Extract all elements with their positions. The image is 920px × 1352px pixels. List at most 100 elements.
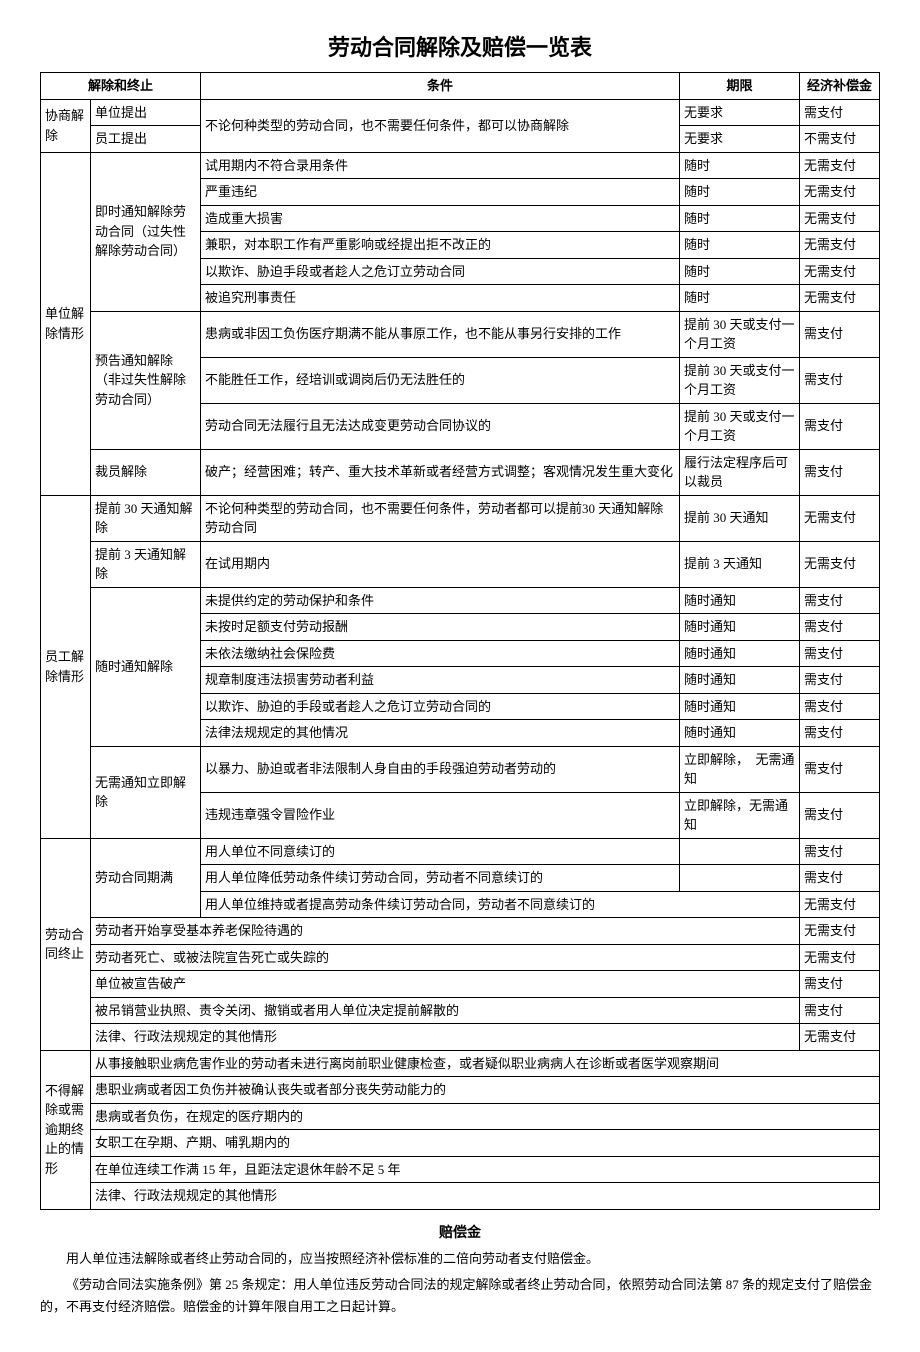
cell: 女职工在孕期、产期、哺乳期内的 xyxy=(91,1130,880,1157)
cell: 在试用期内 xyxy=(201,541,680,587)
footer-p2: 《劳动合同法实施条例》第 25 条规定：用人单位违反劳动合同法的规定解除或者终止… xyxy=(40,1274,880,1318)
cell: 破产；经营困难；转产、重大技术革新或者经营方式调整；客观情况发生重大变化 xyxy=(201,449,680,495)
cell: 随时通知 xyxy=(680,614,800,641)
cell: 无需支付 xyxy=(800,944,880,971)
cell: 提前 30 天或支付一个月工资 xyxy=(680,357,800,403)
cell: 无需支付 xyxy=(800,541,880,587)
cell: 法律、行政法规规定的其他情形 xyxy=(91,1183,880,1210)
table-row: 单位被宣告破产 需支付 xyxy=(41,971,880,998)
table-row: 在单位连续工作满 15 年，且距法定退休年龄不足 5 年 xyxy=(41,1156,880,1183)
cell: 以欺诈、胁迫手段或者趁人之危订立劳动合同 xyxy=(201,258,680,285)
cell: 需支付 xyxy=(800,667,880,694)
cell: 未依法缴纳社会保险费 xyxy=(201,640,680,667)
cell: 随时 xyxy=(680,205,800,232)
cell: 无需支付 xyxy=(800,179,880,206)
cell: 需支付 xyxy=(800,865,880,892)
cell: 随时 xyxy=(680,285,800,312)
cell: 不论何种类型的劳动合同，也不需要任何条件，都可以协商解除 xyxy=(201,99,680,152)
cell: 用人单位维持或者提高劳动条件续订劳动合同，劳动者不同意续订的 xyxy=(201,891,800,918)
cell: 劳动合同终止 xyxy=(41,838,91,1050)
cell: 法律法规规定的其他情况 xyxy=(201,720,680,747)
cell: 法律、行政法规规定的其他情形 xyxy=(91,1024,800,1051)
main-table: 解除和终止 条件 期限 经济补偿金 协商解除 单位提出 不论何种类型的劳动合同，… xyxy=(40,72,880,1210)
cell: 随时通知 xyxy=(680,640,800,667)
cell xyxy=(680,865,800,892)
cell: 以暴力、胁迫或者非法限制人身自由的手段强迫劳动者劳动的 xyxy=(201,746,680,792)
cell: 无要求 xyxy=(680,99,800,126)
cell: 需支付 xyxy=(800,640,880,667)
cell: 员工提出 xyxy=(91,126,201,153)
cell: 严重违纪 xyxy=(201,179,680,206)
cell: 无要求 xyxy=(680,126,800,153)
cell: 无需支付 xyxy=(800,285,880,312)
cell: 无需支付 xyxy=(800,1024,880,1051)
cell xyxy=(680,838,800,865)
cell: 随时通知 xyxy=(680,667,800,694)
page-title: 劳动合同解除及赔偿一览表 xyxy=(40,30,880,62)
cell: 立即解除， 无需通知 xyxy=(680,746,800,792)
table-row: 患职业病或者因工负伤并被确认丧失或者部分丧失劳动能力的 xyxy=(41,1077,880,1104)
cell: 需支付 xyxy=(800,449,880,495)
cell: 需支付 xyxy=(800,997,880,1024)
cell: 劳动者死亡、或被法院宣告死亡或失踪的 xyxy=(91,944,800,971)
table-row: 裁员解除 破产；经营困难；转产、重大技术革新或者经营方式调整；客观情况发生重大变… xyxy=(41,449,880,495)
th-condition: 条件 xyxy=(201,73,680,100)
table-row: 预告通知解除（非过失性解除劳动合同） 患病或非因工负伤医疗期满不能从事原工作，也… xyxy=(41,311,880,357)
cell: 劳动合同期满 xyxy=(91,838,201,918)
cell: 违规违章强令冒险作业 xyxy=(201,792,680,838)
table-row: 随时通知解除 未提供约定的劳动保护和条件 随时通知 需支付 xyxy=(41,587,880,614)
cell: 造成重大损害 xyxy=(201,205,680,232)
th-comp: 经济补偿金 xyxy=(800,73,880,100)
cell: 随时通知 xyxy=(680,720,800,747)
cell: 需支付 xyxy=(800,614,880,641)
cell: 无需支付 xyxy=(800,258,880,285)
cell: 被追究刑事责任 xyxy=(201,285,680,312)
cell: 协商解除 xyxy=(41,99,91,152)
cell: 不能胜任工作，经培训或调岗后仍无法胜任的 xyxy=(201,357,680,403)
cell: 不论何种类型的劳动合同，也不需要任何条件，劳动者都可以提前30 天通知解除劳动合… xyxy=(201,495,680,541)
table-row: 劳动者死亡、或被法院宣告死亡或失踪的 无需支付 xyxy=(41,944,880,971)
cell: 无需支付 xyxy=(800,495,880,541)
table-row: 法律、行政法规规定的其他情形 无需支付 xyxy=(41,1024,880,1051)
cell: 随时 xyxy=(680,179,800,206)
cell: 单位解除情形 xyxy=(41,152,91,495)
cell: 需支付 xyxy=(800,746,880,792)
cell: 未提供约定的劳动保护和条件 xyxy=(201,587,680,614)
table-row: 无需通知立即解除 以暴力、胁迫或者非法限制人身自由的手段强迫劳动者劳动的 立即解… xyxy=(41,746,880,792)
cell: 需支付 xyxy=(800,693,880,720)
cell: 兼职，对本职工作有严重影响或经提出拒不改正的 xyxy=(201,232,680,259)
cell: 患职业病或者因工负伤并被确认丧失或者部分丧失劳动能力的 xyxy=(91,1077,880,1104)
cell: 患病或者负伤，在规定的医疗期内的 xyxy=(91,1103,880,1130)
cell: 无需通知立即解除 xyxy=(91,746,201,838)
table-row: 协商解除 单位提出 不论何种类型的劳动合同，也不需要任何条件，都可以协商解除 无… xyxy=(41,99,880,126)
table-row: 员工解除情形 提前 30 天通知解除 不论何种类型的劳动合同，也不需要任何条件，… xyxy=(41,495,880,541)
cell: 需支付 xyxy=(800,792,880,838)
cell: 单位提出 xyxy=(91,99,201,126)
cell: 劳动者开始享受基本养老保险待遇的 xyxy=(91,918,800,945)
table-row: 被吊销营业执照、责令关闭、撤销或者用人单位决定提前解散的 需支付 xyxy=(41,997,880,1024)
cell: 需支付 xyxy=(800,720,880,747)
th-type: 解除和终止 xyxy=(41,73,201,100)
cell: 不需支付 xyxy=(800,126,880,153)
cell: 规章制度违法损害劳动者利益 xyxy=(201,667,680,694)
cell: 提前 30 天或支付一个月工资 xyxy=(680,403,800,449)
cell: 需支付 xyxy=(800,357,880,403)
cell: 无需支付 xyxy=(800,232,880,259)
footer-p1: 用人单位违法解除或者终止劳动合同的，应当按照经济补偿标准的二倍向劳动者支付赔偿金… xyxy=(40,1248,880,1270)
cell: 需支付 xyxy=(800,311,880,357)
cell: 需支付 xyxy=(800,971,880,998)
table-row: 法律、行政法规规定的其他情形 xyxy=(41,1183,880,1210)
header-row: 解除和终止 条件 期限 经济补偿金 xyxy=(41,73,880,100)
cell: 需支付 xyxy=(800,403,880,449)
cell: 随时 xyxy=(680,152,800,179)
cell: 无需支付 xyxy=(800,918,880,945)
cell: 履行法定程序后可以裁员 xyxy=(680,449,800,495)
table-row: 单位解除情形 即时通知解除劳动合同（过失性解除劳动合同） 试用期内不符合录用条件… xyxy=(41,152,880,179)
cell: 用人单位降低劳动条件续订劳动合同，劳动者不同意续订的 xyxy=(201,865,680,892)
cell: 单位被宣告破产 xyxy=(91,971,800,998)
cell: 从事接触职业病危害作业的劳动者未进行离岗前职业健康检查，或者疑似职业病病人在诊断… xyxy=(91,1050,880,1077)
cell: 无需支付 xyxy=(800,152,880,179)
cell: 用人单位不同意续订的 xyxy=(201,838,680,865)
cell: 在单位连续工作满 15 年，且距法定退休年龄不足 5 年 xyxy=(91,1156,880,1183)
table-row: 劳动合同终止 劳动合同期满 用人单位不同意续订的 需支付 xyxy=(41,838,880,865)
